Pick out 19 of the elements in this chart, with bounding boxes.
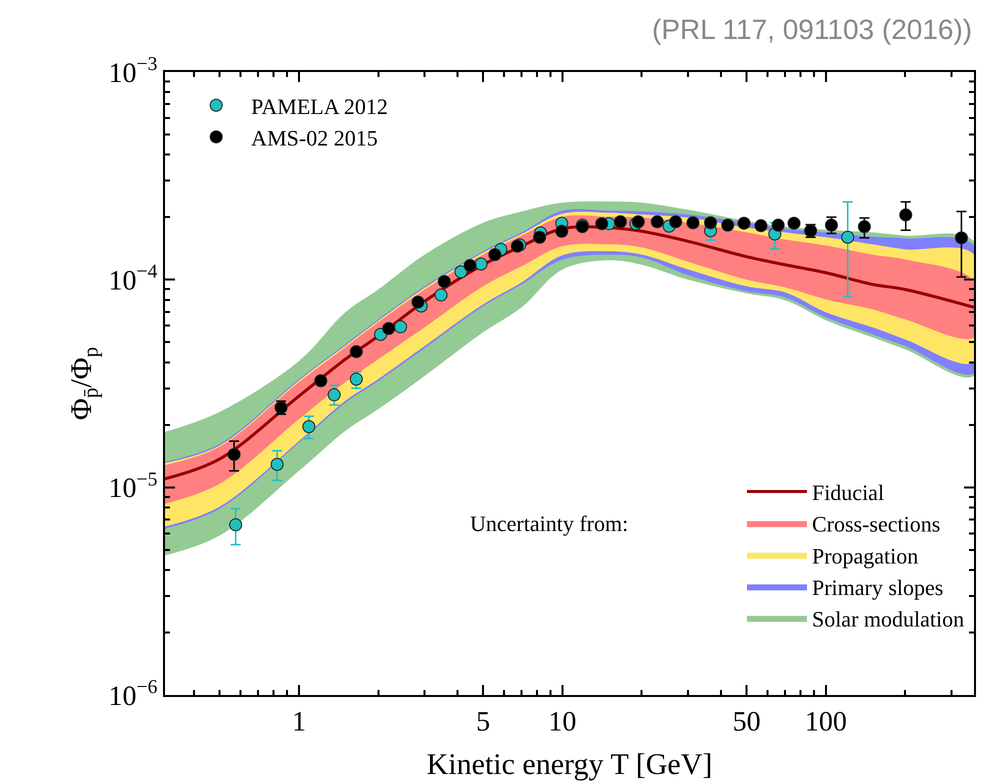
legend-label: Solar modulation [812,606,964,632]
x-tick-label: 100 [804,706,847,738]
x-tick-label: 10 [548,706,576,738]
annotation: Uncertainty from: [470,511,628,536]
legend-label: Fiducial [812,480,884,506]
y-tick-label: 10$^{−6}$ [108,677,158,712]
x-tick-label: 1 [292,706,306,738]
y-tick-label: 10$^{−4}$ [108,262,158,296]
x-axis-title: Kinetic energy T [GeV] [426,748,712,781]
legend-label: Cross-sections [812,512,940,537]
x-tick-label: 5 [476,706,490,738]
y-tick-label: 10$^{−5}$ [108,469,158,504]
legend-label: Propagation [812,543,918,568]
text: (PRL 117, 091103 (2016)) [652,14,972,45]
legend-label: AMS-02 2015 [251,125,378,150]
legend-label: Primary slopes [812,574,944,600]
x-tick-label: 50 [732,706,761,738]
y-tick-label: 10$^{−3}$ [108,54,158,89]
legend-label: PAMELA 2012 [251,94,388,119]
